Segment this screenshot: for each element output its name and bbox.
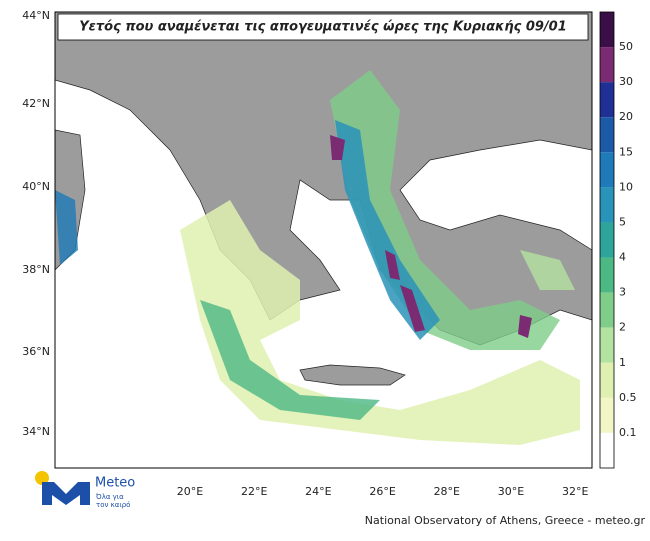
colorbar-swatch: [600, 257, 614, 293]
colorbar-swatch: [600, 432, 614, 468]
lon-label: 30°E: [498, 485, 524, 498]
colorbar-swatch: [600, 292, 614, 328]
logo: Meteo Όλα για τον καιρό: [35, 471, 135, 509]
lat-label: 40°N: [22, 180, 50, 193]
colorbar-swatch: [600, 47, 614, 83]
lon-label: 28°E: [434, 485, 460, 498]
colorbar-swatch: [600, 12, 614, 48]
colorbar-label: 30: [619, 75, 633, 88]
lat-label: 36°N: [22, 345, 50, 358]
lat-label: 34°N: [22, 425, 50, 438]
colorbar-label: 15: [619, 145, 633, 158]
lon-labels: 20°E 22°E 24°E 26°E 28°E 30°E 32°E: [177, 485, 589, 498]
lat-labels: 44°N 42°N 40°N 38°N 36°N 34°N: [22, 9, 50, 438]
map: [54, 11, 593, 469]
logo-tagline: τον καιρό: [96, 501, 130, 509]
lat-label: 42°N: [22, 97, 50, 110]
colorbar-label: 3: [619, 286, 626, 299]
colorbar-label: 50: [619, 40, 633, 53]
colorbar-label: 1: [619, 356, 626, 369]
colorbar-label: 4: [619, 251, 626, 264]
logo-tagline: Όλα για: [95, 493, 124, 501]
title: Υετός που αναμένεται τις απογευματινές ώ…: [79, 20, 567, 35]
colorbar-label: 20: [619, 110, 633, 123]
lat-label: 44°N: [22, 9, 50, 22]
colorbar-label: 0.5: [619, 391, 637, 404]
colorbar-swatch: [600, 117, 614, 153]
logo-name: Meteo: [95, 476, 135, 491]
colorbar-swatch: [600, 397, 614, 433]
colorbar-swatch: [600, 327, 614, 363]
lon-label: 26°E: [369, 485, 395, 498]
lon-label: 20°E: [177, 485, 203, 498]
credit: National Observatory of Athens, Greece -…: [365, 514, 646, 527]
colorbar-swatch: [600, 222, 614, 258]
lat-label: 38°N: [22, 263, 50, 276]
colorbar-swatch: [600, 187, 614, 223]
colorbar: 50 30 20 15 10 5 4 3 2 1 0.5 0.1: [599, 11, 637, 469]
colorbar-swatch: [600, 82, 614, 118]
title-box: [57, 13, 589, 41]
colorbar-swatch: [600, 362, 614, 398]
logo-dot: [35, 471, 49, 485]
colorbar-label: 2: [619, 321, 626, 334]
lon-label: 22°E: [241, 485, 267, 498]
colorbar-label: 0.1: [619, 426, 637, 439]
colorbar-swatch: [600, 152, 614, 188]
colorbar-label: 10: [619, 180, 633, 193]
lon-label: 24°E: [305, 485, 331, 498]
logo-mark: [42, 482, 90, 505]
lon-label: 32°E: [562, 485, 588, 498]
colorbar-frame: [599, 11, 615, 469]
colorbar-label: 5: [619, 215, 626, 228]
